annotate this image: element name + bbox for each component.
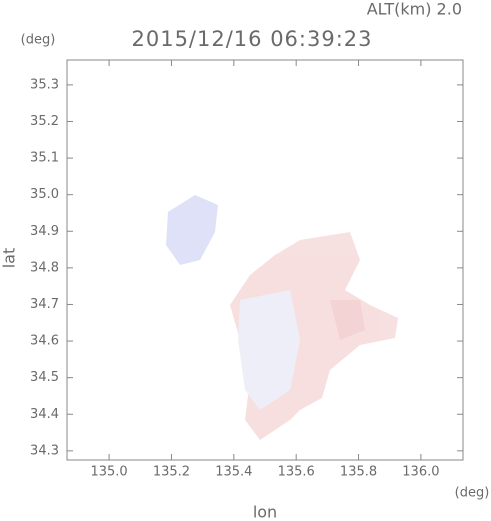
y-tick-label: 35.0 bbox=[30, 187, 59, 202]
echo-region bbox=[330, 300, 365, 340]
y-tick-label: 34.4 bbox=[30, 407, 59, 422]
x-tick-label: 135.8 bbox=[340, 465, 377, 480]
echo-region bbox=[166, 195, 218, 265]
echo-region bbox=[238, 290, 300, 410]
y-tick-label: 35.1 bbox=[30, 151, 59, 166]
x-tick-label: 135.4 bbox=[215, 465, 252, 480]
y-tick-label: 34.8 bbox=[30, 260, 59, 275]
y-tick-label: 34.6 bbox=[30, 334, 59, 349]
altitude-label: ALT(km) 2.0 bbox=[367, 0, 462, 19]
y-tick-label: 35.2 bbox=[30, 114, 59, 129]
y-tick-label: 34.9 bbox=[30, 224, 59, 239]
y-tick-label: 34.3 bbox=[30, 443, 59, 458]
y-unit: (deg) bbox=[21, 33, 56, 48]
x-unit: (deg) bbox=[455, 486, 490, 501]
x-tick-label: 136.0 bbox=[402, 465, 439, 480]
x-tick-label: 135.6 bbox=[278, 465, 315, 480]
x-axis-label: lon bbox=[253, 503, 277, 521]
x-tick-label: 135.2 bbox=[153, 465, 190, 480]
x-tick-label: 135.0 bbox=[90, 465, 127, 480]
plot-frame bbox=[66, 59, 464, 461]
y-tick-label: 34.7 bbox=[30, 297, 59, 312]
y-tick-label: 34.5 bbox=[30, 370, 59, 385]
echo-field bbox=[166, 195, 398, 440]
y-axis-label: lat bbox=[0, 248, 19, 269]
y-tick-label: 35.3 bbox=[30, 77, 59, 92]
chart-title: 2015/12/16 06:39:23 bbox=[131, 27, 372, 51]
